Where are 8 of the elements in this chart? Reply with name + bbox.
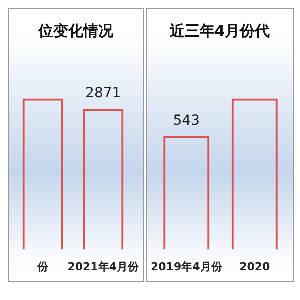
chart-title: 位变化情况: [38, 22, 114, 40]
x-tick-label: 2021年4月份: [68, 260, 140, 274]
data-label: 2871: [86, 86, 122, 102]
x-tick-label: 2019年4月份: [150, 260, 224, 274]
data-label: 543: [173, 112, 200, 129]
chart-title: 近三年4月份代: [168, 22, 270, 40]
x-tick-label: 份: [36, 260, 50, 274]
x-tick-label: 2020: [240, 260, 271, 274]
